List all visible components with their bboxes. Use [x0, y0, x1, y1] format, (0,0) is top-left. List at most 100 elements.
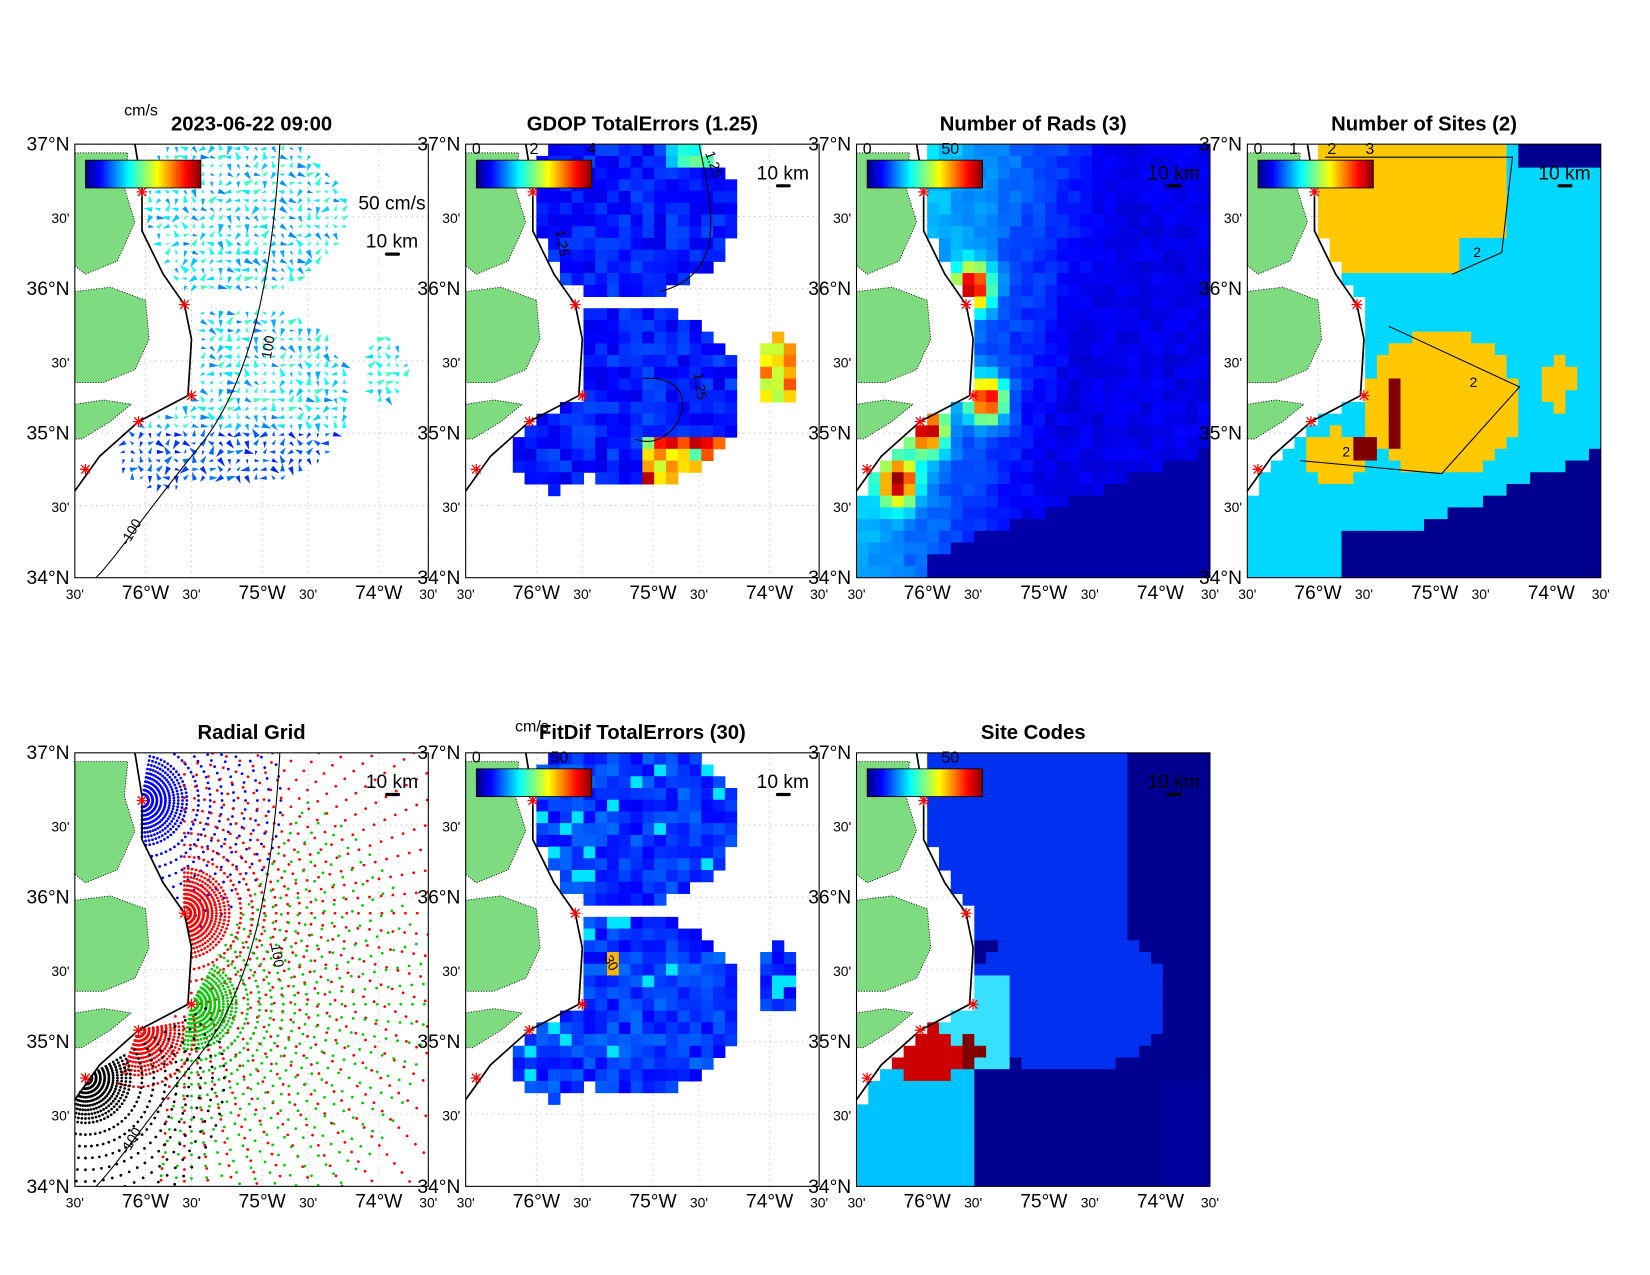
radial-grid-point [262, 957, 266, 961]
radial-grid-point [451, 724, 454, 727]
radial-grid-point [208, 886, 212, 889]
grid-cell [701, 249, 714, 262]
grid-cell [607, 401, 620, 415]
grid-cell [583, 273, 596, 286]
grid-cell [536, 425, 549, 438]
radial-grid-point [362, 1126, 366, 1129]
grid-cell [724, 355, 738, 368]
grid-cell [1198, 554, 1210, 567]
grid-cell [1009, 542, 1022, 555]
current-vector [261, 190, 267, 193]
grid-cell [974, 319, 987, 333]
grid-cell [1435, 495, 1449, 508]
radial-grid-point [197, 857, 201, 860]
grid-cell [1400, 378, 1413, 391]
grid-cell [1353, 542, 1366, 555]
grid-cell [1353, 284, 1366, 298]
grid-cell [701, 401, 714, 415]
radial-grid-point [462, 887, 465, 890]
grid-cell [1471, 319, 1484, 333]
radial-grid-point [251, 1058, 255, 1062]
grid-cell [1198, 495, 1210, 508]
radial-grid-point [214, 893, 218, 897]
grid-cell [1092, 308, 1105, 321]
grid-cell [915, 425, 928, 438]
lat-label: 30' [833, 354, 851, 370]
grid-cell [1388, 355, 1402, 368]
current-vector [279, 338, 284, 341]
grid-cell [1435, 284, 1449, 298]
grid-cell [1174, 226, 1187, 239]
radial-grid-point [161, 781, 165, 785]
grid-cell [1376, 530, 1390, 544]
current-vector [366, 381, 373, 385]
grid-cell [1553, 542, 1566, 555]
radial-grid-point [283, 885, 286, 888]
grid-cell [583, 366, 596, 380]
scale-label: 10 km [1538, 163, 1590, 184]
radial-grid-point [259, 704, 262, 707]
grid-cell [1329, 460, 1343, 473]
grid-cell [1577, 519, 1590, 532]
radial-grid-point [206, 963, 210, 966]
map-panel: 37°N30'36°N30'35°N30'34°N30' 76°W 30' 75°W 3… [1199, 113, 1610, 604]
grid-cell [630, 249, 643, 262]
grid-cell [1174, 343, 1187, 356]
grid-cell [1471, 483, 1484, 497]
current-vector [232, 146, 241, 151]
grid-cell [950, 214, 964, 227]
grid-cell [689, 179, 702, 192]
grid-cell [1494, 378, 1508, 391]
grid-cell [1092, 167, 1105, 180]
current-vector [385, 335, 391, 342]
grid-cell [1198, 167, 1210, 180]
radial-grid-point [218, 918, 222, 921]
radial-grid-point [331, 937, 335, 941]
grid-cell [1482, 226, 1496, 239]
radial-grid-point [239, 968, 243, 972]
current-vector [288, 431, 297, 439]
current-vector [172, 275, 180, 282]
grid-cell [1139, 331, 1152, 344]
radial-grid-point [214, 943, 218, 947]
radial-grid-point [355, 1117, 359, 1120]
grid-cell [1494, 249, 1508, 262]
grid-cell [950, 144, 964, 157]
grid-cell [1530, 565, 1543, 578]
radial-grid-point [258, 859, 262, 862]
radial-grid-point [374, 801, 378, 805]
grid-cell [701, 343, 714, 356]
grid-cell [1103, 214, 1117, 227]
coastline [465, 144, 584, 492]
grid-cell [974, 296, 987, 309]
grid-cell [1424, 366, 1437, 380]
grid-cell [607, 273, 620, 286]
radial-grid-point [248, 838, 252, 842]
grid-cell [1412, 284, 1425, 298]
radial-grid-point [207, 633, 210, 636]
radial-grid-point [406, 689, 409, 692]
grid-cell [950, 273, 964, 286]
radial-grid-point [165, 748, 168, 751]
grid-cell [1376, 343, 1390, 356]
current-vector [288, 394, 294, 403]
lat-label: 36°N [27, 279, 70, 300]
grid-cell [1329, 448, 1343, 462]
grid-cell [1494, 495, 1508, 508]
radial-grid-point [280, 947, 284, 951]
current-vector [179, 146, 189, 152]
radial-grid-point [207, 932, 211, 936]
grid-cell [1068, 495, 1081, 508]
grid-cell [677, 144, 691, 157]
current-vector [209, 345, 216, 352]
radial-grid-point [296, 931, 300, 935]
grid-cell [1447, 413, 1460, 426]
radial-grid-point [150, 773, 153, 776]
current-vector [268, 450, 276, 454]
grid-cell [1174, 554, 1187, 567]
grid-cell [927, 226, 940, 239]
grid-cell [1080, 273, 1093, 286]
grid-cell [1518, 437, 1531, 450]
current-vector [209, 431, 215, 437]
grid-cell [1198, 413, 1210, 426]
